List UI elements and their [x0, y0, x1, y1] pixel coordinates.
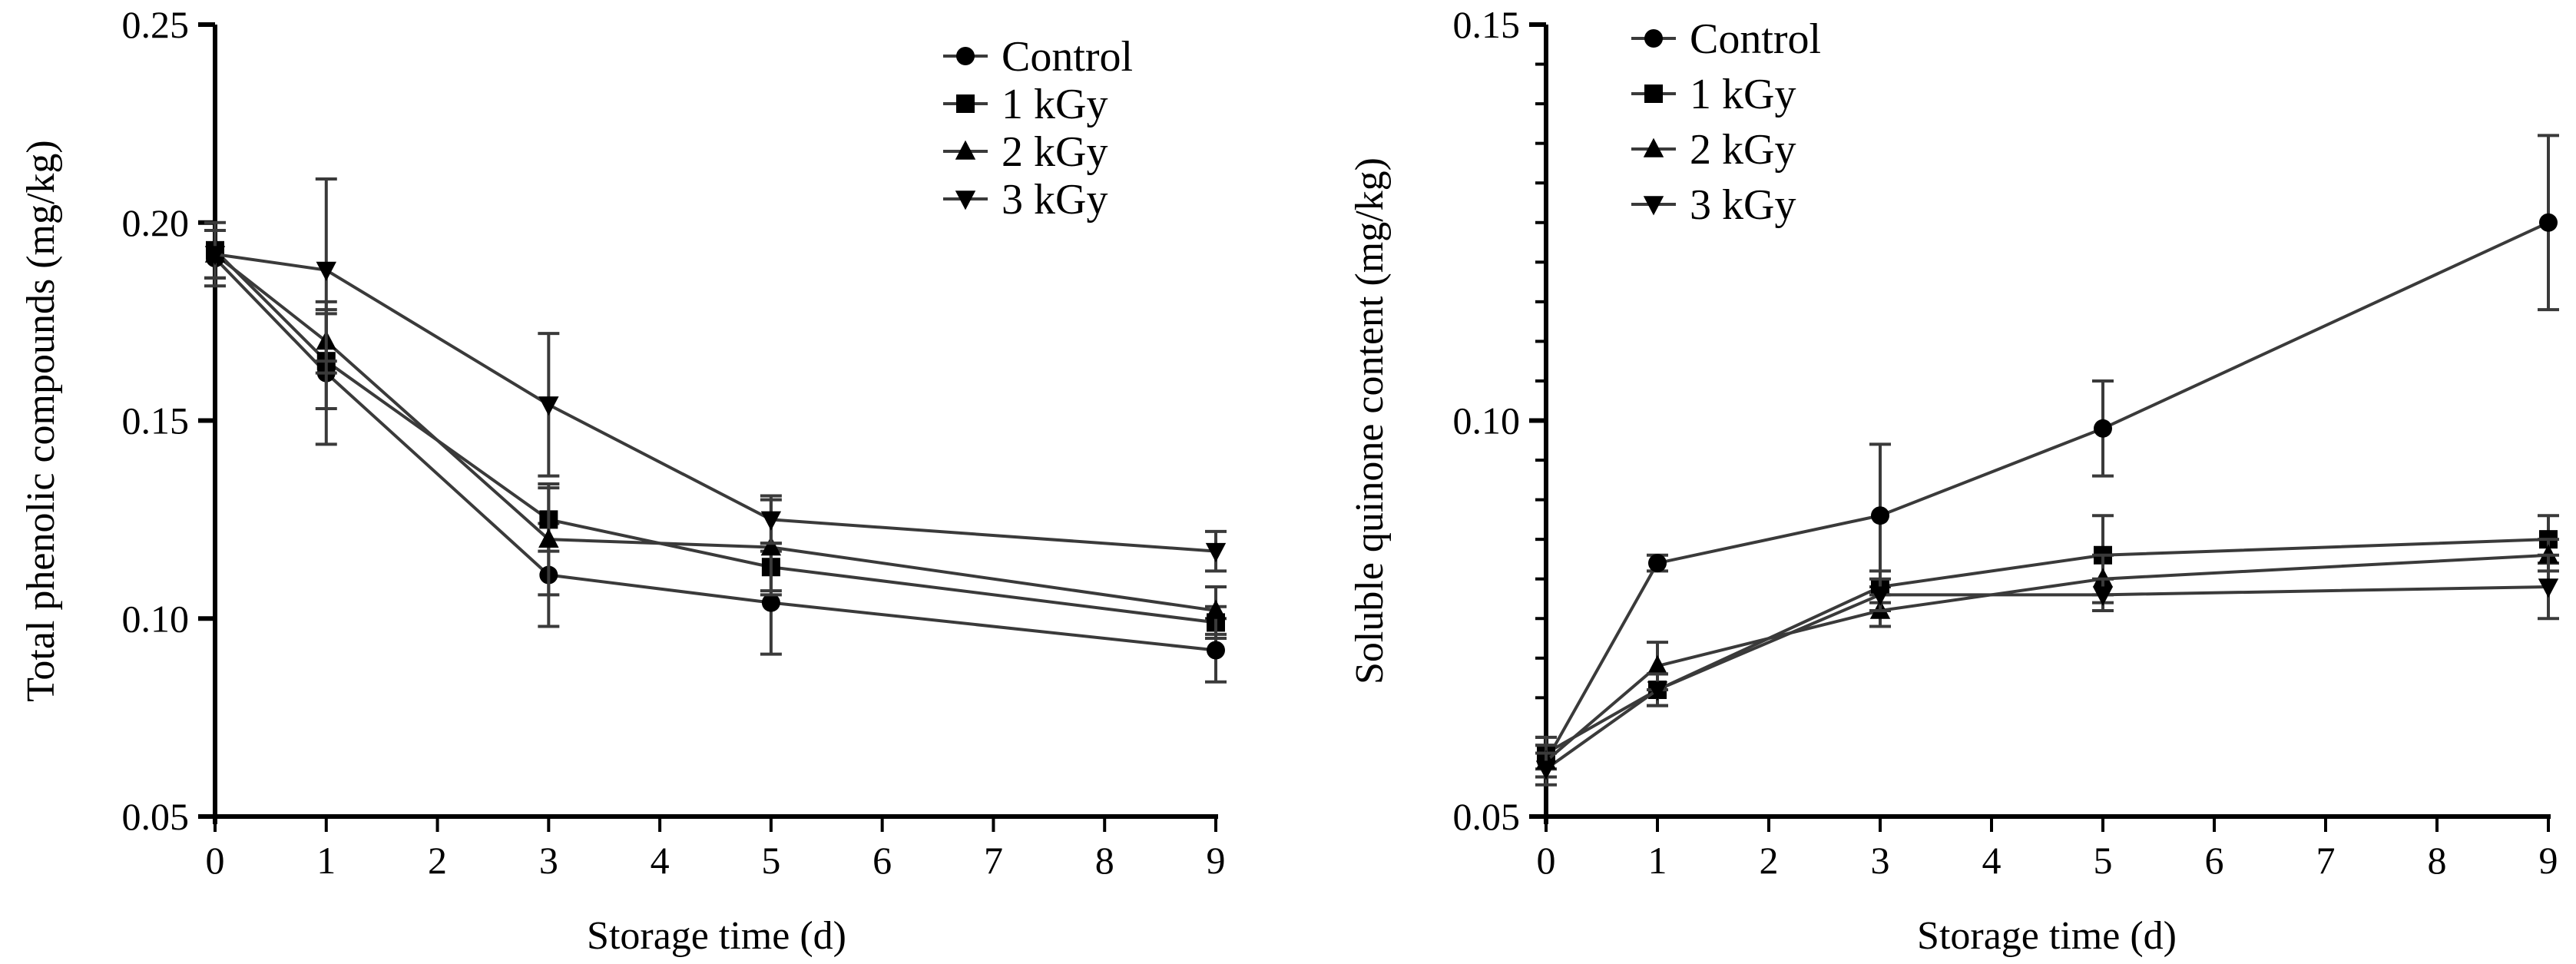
y-tick-label: 0.05 [1453, 795, 1521, 838]
data-point-triangle-down [204, 246, 226, 266]
x-tick-label: 9 [1207, 839, 1226, 882]
data-point-triangle-down [1869, 586, 1891, 606]
y-tick-label: 0.15 [122, 399, 190, 442]
x-tick-label: 3 [539, 839, 558, 882]
legend-marker-square [956, 94, 975, 113]
chart-soluble-quinone: Soluble quinone content (mg/kg) Storage … [1348, 3, 2559, 958]
legend-item: 3 kGy [943, 176, 1108, 224]
data-point-circle [1648, 554, 1667, 573]
y-tick-label: 0.15 [1453, 3, 1521, 46]
legend-marker-triangle-down [955, 190, 976, 210]
series-3-kgy [204, 177, 1227, 573]
x-tick-label: 1 [316, 839, 336, 882]
data-point-triangle-up [538, 528, 559, 548]
data-point-triangle-down [1535, 760, 1557, 780]
data-point-triangle-down [2538, 578, 2559, 598]
x-tick-label: 8 [2428, 839, 2447, 882]
legend-marker-circle [956, 47, 975, 65]
series-line [1545, 538, 2549, 755]
legend-label: Control [1002, 33, 1133, 81]
legend-marker-circle [1644, 29, 1663, 48]
series-2-kgy [1535, 538, 2559, 779]
data-point-circle [1871, 506, 1889, 525]
x-tick-label: 6 [2205, 839, 2224, 882]
x-tick-label: 5 [761, 839, 780, 882]
legend-item: 2 kGy [1631, 126, 1796, 174]
legend-marker-square [1644, 84, 1663, 103]
series-line [1545, 585, 2549, 770]
legend-item: 2 kGy [943, 128, 1108, 176]
data-point-triangle-down [760, 511, 782, 531]
legend-marker-triangle-up [955, 140, 976, 160]
x-axis-title: Storage time (d) [1917, 914, 2177, 958]
legend-label: 3 kGy [1002, 176, 1108, 224]
series-1-kgy [1535, 514, 2559, 771]
x-tick-label: 4 [651, 839, 670, 882]
legend-item: 3 kGy [1631, 181, 1796, 229]
x-tick-label: 4 [1982, 839, 2002, 882]
x-tick-label: 2 [428, 839, 447, 882]
legend-item: 1 kGy [943, 81, 1108, 128]
legend-item: Control [1631, 15, 1821, 63]
data-point-triangle-up [1205, 599, 1227, 619]
series-line [1545, 553, 2549, 763]
y-tick-label: 0.25 [122, 3, 190, 46]
data-point-circle [2094, 419, 2112, 438]
legend-label: 2 kGy [1690, 126, 1796, 174]
series-3-kgy [1535, 553, 2559, 787]
series-line [1545, 220, 2549, 762]
series-line [214, 253, 1217, 553]
series-line [214, 253, 1217, 612]
x-tick-label: 5 [2094, 839, 2113, 882]
legend-label: 2 kGy [1002, 128, 1108, 176]
data-point-triangle-up [1647, 654, 1668, 674]
data-point-triangle-down [2092, 586, 2114, 606]
legend-item: Control [943, 33, 1133, 81]
legend-label: Control [1690, 15, 1821, 63]
y-axis-title: Soluble quinone content (mg/kg) [1348, 157, 1392, 684]
x-tick-label: 2 [1760, 839, 1779, 882]
y-tick-label: 0.10 [122, 597, 190, 640]
series-line [214, 249, 1217, 624]
x-tick-label: 3 [1871, 839, 1890, 882]
data-point-triangle-down [538, 396, 559, 416]
legend-label: 1 kGy [1690, 71, 1796, 118]
series-1-kgy [204, 220, 1227, 641]
data-point-circle [761, 593, 780, 612]
x-tick-label: 7 [984, 839, 1003, 882]
x-tick-label: 0 [1537, 839, 1556, 882]
x-tick-label: 0 [206, 839, 225, 882]
series-line [214, 257, 1217, 652]
chart-total-phenolic: Total phenolic compounds (mg/kg) Storage… [19, 3, 1227, 958]
legend-marker-triangle-down [1643, 196, 1664, 216]
x-tick-label: 8 [1095, 839, 1114, 882]
data-point-circle [2539, 213, 2558, 232]
x-axis-title: Storage time (d) [587, 914, 846, 958]
y-tick-label: 0.20 [122, 201, 190, 244]
legend-label: 3 kGy [1690, 181, 1796, 229]
x-tick-label: 1 [1648, 839, 1667, 882]
data-point-triangle-up [760, 536, 782, 556]
x-tick-label: 6 [872, 839, 892, 882]
legend-item: 1 kGy [1631, 71, 1796, 118]
data-point-triangle-down [1647, 681, 1668, 701]
data-point-triangle-down [316, 261, 336, 282]
data-point-triangle-down [1205, 542, 1227, 563]
x-tick-label: 9 [2539, 839, 2558, 882]
y-tick-label: 0.05 [122, 795, 190, 838]
series-2-kgy [204, 229, 1227, 636]
x-tick-label: 7 [2316, 839, 2336, 882]
legend-marker-triangle-up [1643, 137, 1664, 157]
y-tick-label: 0.10 [1453, 399, 1521, 442]
y-axis-title: Total phenolic compounds (mg/kg) [19, 140, 63, 701]
series-control [1535, 134, 2559, 779]
data-point-circle [1207, 641, 1225, 660]
legend-label: 1 kGy [1002, 81, 1108, 128]
series-control [204, 229, 1227, 684]
